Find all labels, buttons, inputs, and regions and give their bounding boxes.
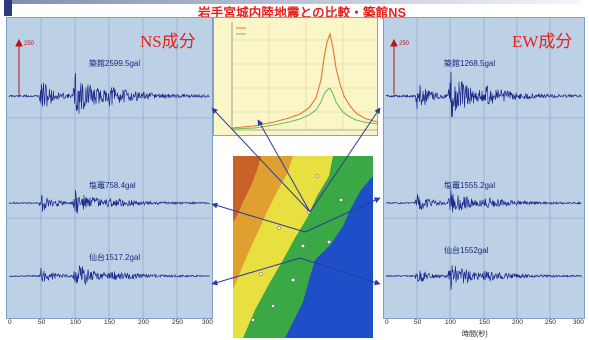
ns-trace-2 bbox=[8, 190, 210, 214]
ns-scale-label: 250 bbox=[24, 41, 35, 47]
ew-x-tick-50: 50 bbox=[414, 319, 422, 326]
spectrum-inset bbox=[213, 17, 378, 136]
ew-trace-2 bbox=[385, 189, 582, 213]
ns-station-label-3: 仙台1517.2gal bbox=[89, 253, 141, 262]
ew-station-label-1: 築館1268.5gal bbox=[444, 59, 496, 68]
ns-x-tick-200: 200 bbox=[138, 319, 149, 326]
ew-waveform-panel: 250 EW成分 築館1268.5gal 塩竈1555.2gal 仙台1552g… bbox=[383, 17, 585, 319]
page-title: 岩手宮城内陸地震との比較・築館NS bbox=[198, 6, 407, 20]
ew-station-label-2: 塩竈1555.2gal bbox=[444, 181, 496, 190]
ns-x-tick-300: 300 bbox=[202, 319, 213, 326]
ew-x-tick-100: 100 bbox=[445, 319, 456, 326]
ns-x-axis: 0 50 100 150 200 250 300 bbox=[6, 319, 213, 329]
ew-x-tick-250: 250 bbox=[545, 319, 556, 326]
ns-x-tick-100: 100 bbox=[70, 319, 81, 326]
ns-trace-1 bbox=[8, 72, 210, 114]
ns-station-label-2: 塩竈758.4gal bbox=[89, 181, 136, 190]
ew-scale-label: 250 bbox=[399, 41, 410, 47]
ns-component-label: NS成分 bbox=[140, 32, 196, 51]
title-bar bbox=[10, 0, 580, 4]
ns-x-tick-50: 50 bbox=[38, 319, 46, 326]
ew-waveforms bbox=[385, 71, 582, 290]
ns-x-tick-250: 250 bbox=[172, 319, 183, 326]
ew-x-tick-0: 0 bbox=[385, 319, 389, 326]
ew-station-label-3: 仙台1552gal bbox=[444, 246, 489, 255]
ns-waveforms bbox=[8, 72, 210, 285]
ew-x-tick-150: 150 bbox=[479, 319, 490, 326]
ew-component-label: EW成分 bbox=[512, 32, 573, 51]
ns-station-label-1: 築館2599.5gal bbox=[89, 59, 141, 68]
ns-x-tick-150: 150 bbox=[104, 319, 115, 326]
ns-trace-3 bbox=[9, 265, 210, 285]
spectrum-green-curve bbox=[231, 87, 377, 130]
ew-x-axis-label: 時間(秒) bbox=[462, 331, 488, 338]
ns-x-tick-0: 0 bbox=[8, 319, 12, 326]
ns-waveform-panel: 250 NS成分 築館2599.5gal 塩竈758.4gal 仙台1517.2… bbox=[6, 17, 213, 319]
ew-x-axis: 0 50 100 150 200 250 300 bbox=[383, 319, 584, 329]
ew-trace-1 bbox=[385, 71, 582, 118]
spectrum-orange-curve bbox=[231, 32, 377, 129]
ew-trace-3 bbox=[385, 265, 582, 290]
ew-x-tick-300: 300 bbox=[573, 319, 584, 326]
station-map bbox=[233, 156, 373, 338]
title-bullet bbox=[4, 0, 12, 16]
ew-x-tick-200: 200 bbox=[512, 319, 523, 326]
